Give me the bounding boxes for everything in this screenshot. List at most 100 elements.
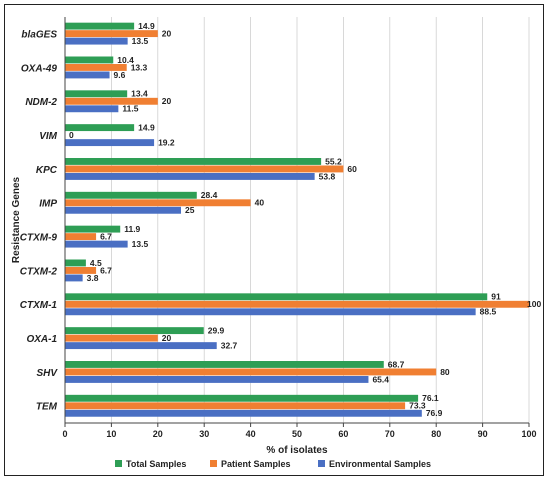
category-label: CTXM-9	[20, 232, 58, 243]
value-label: 76.1	[422, 393, 439, 403]
category-label: OXA-1	[26, 334, 57, 345]
value-label: 6.7	[100, 231, 112, 241]
bar-total-samples	[65, 259, 86, 267]
value-label: 25	[185, 205, 195, 215]
bar-environmental-samples	[65, 274, 83, 282]
value-label: 80	[440, 367, 450, 377]
x-tick-label: 20	[153, 429, 163, 439]
bar-environmental-samples	[65, 240, 128, 248]
value-label: 6.7	[100, 265, 112, 275]
value-label: 100	[527, 299, 541, 309]
bar-chart: 14.92013.510.413.39.613.42011.514.9019.2…	[11, 17, 541, 469]
value-label: 88.5	[480, 307, 497, 317]
bar-patient-samples	[65, 300, 529, 308]
value-label: 13.3	[131, 62, 148, 72]
x-tick-label: 50	[292, 429, 302, 439]
x-tick-label: 10	[106, 429, 116, 439]
bar-patient-samples	[65, 334, 158, 342]
bar-environmental-samples	[65, 71, 110, 79]
bar-total-samples	[65, 56, 114, 64]
value-label: 13.5	[132, 36, 149, 46]
bar-total-samples	[65, 191, 197, 199]
legend-label: Patient Samples	[221, 459, 291, 469]
value-label: 55.2	[325, 156, 342, 166]
value-label: 13.4	[131, 89, 148, 99]
category-label: CTXM-2	[20, 266, 58, 277]
bar-patient-samples	[65, 402, 406, 410]
value-label: 11.9	[124, 224, 140, 234]
category-label: OXA-49	[21, 63, 58, 74]
gridlines	[64, 17, 530, 423]
value-label: 20	[162, 28, 172, 38]
category-label: NDM-2	[25, 97, 57, 108]
bar-total-samples	[65, 22, 135, 30]
bar-total-samples	[65, 361, 384, 368]
bar-total-samples	[65, 158, 322, 165]
category-label: CTXM-1	[20, 300, 58, 311]
x-tick-label: 90	[478, 429, 488, 439]
legend-swatch	[318, 460, 325, 467]
x-tick-label: 80	[431, 429, 441, 439]
bar-patient-samples	[65, 97, 158, 105]
bar-total-samples	[65, 327, 204, 335]
bar-total-samples	[65, 293, 488, 301]
chart-frame: 14.9 20 13.5 10.4 13.3 9.6 13.4 20 11.5 14.9 0 19.2…	[4, 4, 544, 476]
value-label: 20	[162, 96, 172, 106]
bar-patient-samples	[65, 368, 437, 376]
value-label: 19.2	[158, 137, 175, 147]
bar-total-samples	[65, 225, 121, 233]
bar-environmental-samples	[65, 308, 476, 316]
bar-environmental-samples	[65, 409, 422, 417]
category-labels: blaGES OXA-49 NDM-2 VIM KPC IMP CTXM-9 CTXM-2 CT…	[20, 29, 59, 412]
bar-patient-samples	[65, 233, 97, 241]
legend-swatch	[115, 460, 122, 467]
bar-patient-samples	[65, 64, 127, 71]
x-tick-labels: 0 10 20 30 40 50 60 70 80 90 100	[62, 423, 537, 439]
bar-total-samples	[65, 90, 128, 98]
x-tick-label: 60	[338, 429, 348, 439]
value-label: 3.8	[87, 273, 99, 283]
x-axis-label: % of isolates	[266, 445, 328, 456]
x-tick-label: 70	[385, 429, 395, 439]
value-label: 14.9	[138, 21, 155, 31]
value-label: 91	[491, 292, 501, 302]
bar-environmental-samples	[65, 206, 181, 214]
value-label: 65.4	[372, 374, 389, 384]
bar-environmental-samples	[65, 173, 315, 180]
y-axis-label: Resistance Genes	[11, 176, 22, 263]
bar-total-samples	[65, 394, 419, 402]
legend: Total Samples Patient Samples Environmenta…	[115, 459, 431, 469]
value-label: 28.4	[201, 190, 218, 200]
category-label: TEM	[36, 402, 58, 413]
bar-total-samples	[65, 124, 135, 132]
bar-environmental-samples	[65, 139, 155, 147]
value-labels: 14.92013.510.413.39.613.42011.514.9019.2…	[69, 21, 541, 418]
value-label: 60	[347, 164, 357, 174]
category-label: VIM	[39, 131, 57, 142]
bar-patient-samples	[65, 165, 344, 173]
value-label: 14.9	[138, 122, 155, 132]
value-label: 53.8	[319, 171, 336, 181]
value-label: 9.6	[114, 70, 126, 80]
value-label: 11.5	[122, 104, 138, 114]
bar-patient-samples	[65, 267, 97, 274]
bar-environmental-samples	[65, 37, 128, 45]
value-label: 4.5	[90, 258, 102, 268]
value-label: 0	[69, 130, 74, 140]
legend-label: Total Samples	[126, 459, 186, 469]
value-label: 29.9	[208, 325, 225, 335]
value-label: 20	[162, 333, 172, 343]
bar-patient-samples	[65, 30, 158, 38]
x-tick-label: 30	[199, 429, 209, 439]
bar-patient-samples	[65, 199, 251, 207]
bar-environmental-samples	[65, 376, 369, 383]
legend-swatch	[210, 460, 217, 467]
category-label: blaGES	[21, 29, 57, 40]
category-label: SHV	[36, 368, 58, 379]
value-label: 68.7	[388, 359, 405, 369]
value-label: 73.3	[409, 401, 426, 411]
value-label: 40	[255, 198, 265, 208]
value-label: 76.9	[426, 408, 443, 418]
x-tick-label: 0	[62, 429, 67, 439]
bar-environmental-samples	[65, 105, 119, 113]
